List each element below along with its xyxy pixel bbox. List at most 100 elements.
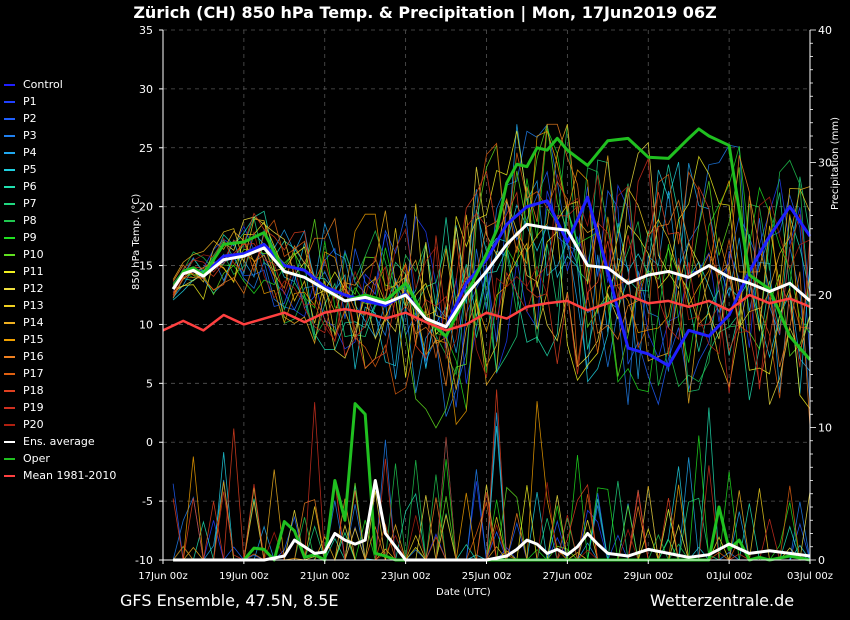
temp-line-oper — [171, 127, 812, 361]
legend-entry: P8 — [4, 212, 116, 229]
legend-label: Mean 1981-2010 — [23, 469, 117, 482]
legend-swatch — [4, 202, 15, 205]
legend-label: Oper — [23, 452, 50, 465]
legend-swatch — [4, 423, 15, 426]
x-tick-label: 29Jun 00z — [623, 571, 673, 582]
legend-entry: Mean 1981-2010 — [4, 467, 116, 484]
legend-swatch — [4, 321, 15, 324]
y-tick-label-right: 20 — [818, 289, 832, 302]
member-temp-line — [172, 170, 811, 408]
y-tick-label-left: 30 — [139, 83, 153, 96]
ensemble-spaghetti — [172, 123, 811, 562]
precip-line-oper — [173, 402, 811, 562]
precip-line-ens-average — [173, 479, 811, 562]
x-tick-label: 25Jun 00z — [462, 571, 512, 582]
legend-entry: P16 — [4, 348, 116, 365]
y-tick-label-left: 5 — [146, 377, 153, 390]
legend-label: P18 — [23, 384, 44, 397]
y-axis-label-left: 850 hPa Temp. (°C) — [131, 193, 142, 290]
legend-swatch — [4, 355, 15, 358]
legend-swatch — [4, 406, 15, 409]
legend-swatch — [4, 151, 15, 154]
legend-label: P16 — [23, 350, 44, 363]
legend-swatch — [4, 474, 15, 477]
legend-label: P8 — [23, 214, 37, 227]
legend-entry: P10 — [4, 246, 116, 263]
legend-entry: Control — [4, 76, 116, 93]
legend-swatch — [4, 270, 15, 273]
legend-label: P2 — [23, 112, 37, 125]
x-tick-label: 19Jun 00z — [219, 571, 269, 582]
temp-line-mean-1981-2010 — [162, 293, 811, 332]
legend-swatch — [4, 457, 15, 460]
x-tick-label: 17Jun 00z — [138, 571, 188, 582]
legend-swatch — [4, 287, 15, 290]
legend-label: Ens. average — [23, 435, 95, 448]
member-temp-line — [172, 123, 811, 417]
y-tick-label-left: -5 — [142, 495, 153, 508]
y-tick-label-left: 35 — [139, 24, 153, 37]
series-lines — [162, 127, 812, 562]
member-temp-line — [172, 123, 811, 427]
legend-swatch — [4, 168, 15, 171]
x-axis-label: Date (UTC) — [436, 587, 491, 598]
legend-swatch — [4, 236, 15, 239]
legend-swatch — [4, 440, 15, 443]
model-info: GFS Ensemble, 47.5N, 8.5E — [120, 591, 339, 610]
legend-entry: P1 — [4, 93, 116, 110]
legend-entry: P2 — [4, 110, 116, 127]
temp-line-ens-average — [171, 222, 811, 329]
legend-entry: P19 — [4, 399, 116, 416]
y-tick-label-right: 0 — [818, 554, 825, 567]
y-tick-label-left: 10 — [139, 318, 153, 331]
legend-swatch — [4, 372, 15, 375]
legend-entry: P18 — [4, 382, 116, 399]
member-temp-line — [172, 187, 811, 389]
legend-label: P9 — [23, 231, 37, 244]
legend-label: P19 — [23, 401, 44, 414]
member-temp-line — [172, 130, 811, 410]
y-tick-label-left: 0 — [146, 436, 153, 449]
y-tick-label-left: -10 — [135, 554, 153, 567]
legend-label: P1 — [23, 95, 37, 108]
legend-label: P14 — [23, 316, 44, 329]
axes — [159, 29, 816, 564]
legend-swatch — [4, 253, 15, 256]
x-tick-label: 03Jul 00z — [787, 571, 833, 582]
legend-entry: P20 — [4, 416, 116, 433]
legend-swatch — [4, 185, 15, 188]
member-temp-line — [172, 158, 811, 393]
legend: Control P1 P2 P3 P4 P5 P6 P7 P8 P9 P10 P11 P12 P13 P14… — [4, 76, 116, 484]
tick-labels: -10 -5 0 5 10 15 20 25 30 35 0 10 20 30 40 17Jun 00z 19J… — [135, 24, 833, 582]
legend-entry: P7 — [4, 195, 116, 212]
legend-entry: P15 — [4, 331, 116, 348]
legend-label: P11 — [23, 265, 44, 278]
legend-swatch — [4, 219, 15, 222]
legend-entry: Oper — [4, 450, 116, 467]
legend-entry: P4 — [4, 144, 116, 161]
y-tick-label-right: 40 — [818, 24, 832, 37]
member-temp-line — [172, 178, 811, 384]
legend-entry: P9 — [4, 229, 116, 246]
legend-entry: P13 — [4, 297, 116, 314]
legend-label: P13 — [23, 299, 44, 312]
y-tick-label-left: 20 — [139, 201, 153, 214]
legend-entry: P12 — [4, 280, 116, 297]
x-tick-label: 23Jun 00z — [381, 571, 431, 582]
legend-swatch — [4, 100, 15, 103]
legend-label: P15 — [23, 333, 44, 346]
legend-entry: P14 — [4, 314, 116, 331]
legend-swatch — [4, 338, 15, 341]
x-tick-label: 01Jul 00z — [706, 571, 752, 582]
legend-label: P17 — [23, 367, 44, 380]
member-temp-line — [172, 128, 811, 410]
legend-swatch — [4, 134, 15, 137]
legend-label: P20 — [23, 418, 44, 431]
y-tick-label-left: 25 — [139, 142, 153, 155]
legend-label: Control — [23, 78, 63, 91]
legend-label: P3 — [23, 129, 37, 142]
legend-swatch — [4, 304, 15, 307]
legend-label: P5 — [23, 163, 37, 176]
